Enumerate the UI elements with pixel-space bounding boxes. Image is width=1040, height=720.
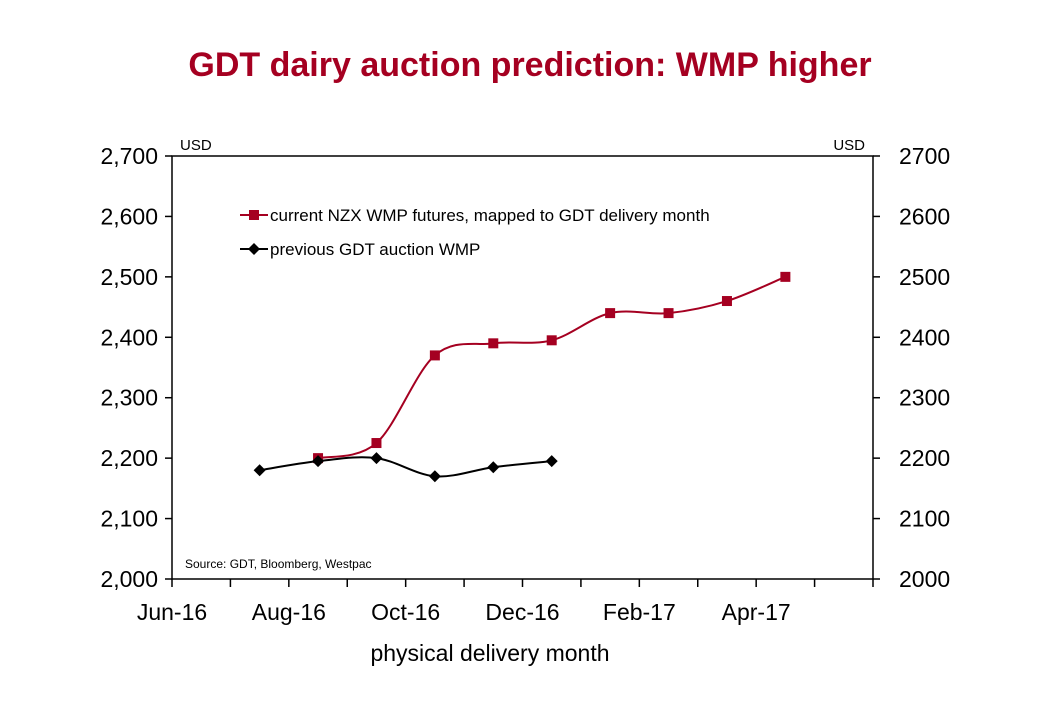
- y-tick-label-left: 2,400: [100, 324, 158, 350]
- y-tick-label-left: 2,200: [100, 445, 158, 471]
- y-tick-label-right: 2700: [899, 143, 950, 169]
- data-point-previous: [545, 455, 558, 468]
- legend-label-futures: current NZX WMP futures, mapped to GDT d…: [270, 206, 710, 225]
- data-point-futures: [605, 308, 616, 319]
- data-point-futures: [488, 338, 499, 349]
- data-point-futures: [721, 296, 732, 307]
- series-line-1: [259, 456, 552, 478]
- right-axis-unit: USD: [833, 137, 865, 154]
- x-tick-label: Oct-16: [371, 599, 440, 625]
- data-point-futures: [663, 308, 674, 319]
- data-point-futures: [546, 335, 557, 346]
- y-tick-label-left: 2,100: [100, 506, 158, 532]
- y-tick-label-left: 2,700: [100, 143, 158, 169]
- chart-title: GDT dairy auction prediction: WMP higher: [188, 46, 872, 84]
- y-tick-label-right: 2100: [899, 506, 950, 532]
- legend-marker-futures: [249, 210, 259, 220]
- source-note: Source: GDT, Bloomberg, Westpac: [185, 557, 372, 571]
- x-axis-title: physical delivery month: [370, 640, 609, 666]
- data-point-previous: [370, 452, 383, 465]
- y-tick-label-left: 2,300: [100, 385, 158, 411]
- y-tick-label-left: 2,500: [100, 264, 158, 290]
- y-tick-label-right: 2000: [899, 566, 950, 592]
- series-line-0: [317, 275, 786, 460]
- y-tick-label-right: 2500: [899, 264, 950, 290]
- y-tick-label-right: 2400: [899, 324, 950, 350]
- left-axis-unit: USD: [180, 137, 212, 154]
- y-tick-label-right: 2200: [899, 445, 950, 471]
- data-point-previous: [487, 461, 500, 474]
- y-tick-label-right: 2300: [899, 385, 950, 411]
- x-tick-label: Apr-17: [722, 599, 791, 625]
- legend-marker-previous: [248, 243, 260, 255]
- x-tick-label: Jun-16: [137, 599, 207, 625]
- legend: current NZX WMP futures, mapped to GDT d…: [240, 206, 710, 259]
- y-tick-label-left: 2,600: [100, 203, 158, 229]
- data-point-previous: [253, 464, 266, 477]
- data-point-futures: [429, 350, 440, 361]
- data-point-futures: [371, 438, 382, 449]
- series-layer: [253, 271, 791, 483]
- x-tick-label: Aug-16: [252, 599, 326, 625]
- x-tick-label: Feb-17: [603, 599, 676, 625]
- data-point-futures: [780, 271, 791, 282]
- axes-layer: 2,000 2000 2,100 2100 2,200 2200 2,300 2300 2,40…: [100, 143, 950, 625]
- y-tick-label-left: 2,000: [100, 566, 158, 592]
- x-tick-label: Dec-16: [485, 599, 559, 625]
- y-tick-label-right: 2600: [899, 203, 950, 229]
- data-point-previous: [312, 455, 325, 468]
- legend-label-previous: previous GDT auction WMP: [270, 240, 480, 259]
- data-point-previous: [428, 470, 441, 483]
